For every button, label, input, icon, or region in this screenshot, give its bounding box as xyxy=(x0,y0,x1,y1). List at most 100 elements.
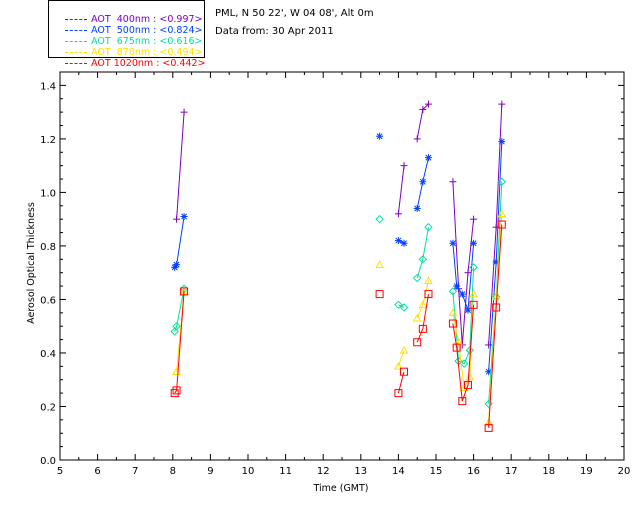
marker-shape xyxy=(469,289,478,298)
x-tick-label: 16 xyxy=(467,466,480,477)
data-point xyxy=(484,423,493,432)
legend-line-icon xyxy=(65,62,88,65)
marker-shape xyxy=(418,300,428,309)
marker-shape xyxy=(491,292,501,301)
data-point xyxy=(400,239,408,247)
series-line xyxy=(176,112,185,220)
data-point xyxy=(418,300,428,309)
data-point xyxy=(412,273,422,283)
data-point xyxy=(394,210,402,218)
marker-stroke xyxy=(395,237,402,244)
marker-shape xyxy=(497,209,507,218)
data-point xyxy=(170,389,179,398)
data-point xyxy=(491,292,501,301)
legend-label: AOT 675nm : <0.616> xyxy=(91,36,203,47)
series-aot-1020nm xyxy=(174,224,503,428)
marker-shape xyxy=(418,324,427,333)
data-point xyxy=(180,287,189,296)
data-point xyxy=(375,260,384,268)
data-point xyxy=(394,300,403,310)
data-point xyxy=(418,255,428,264)
marker-shape xyxy=(459,359,469,368)
legend-label: AOT 400nm : <0.997> xyxy=(91,14,203,25)
marker-shape xyxy=(484,423,493,432)
data-point xyxy=(424,222,433,232)
x-tick-label: 19 xyxy=(580,466,593,477)
marker-shape xyxy=(424,290,433,299)
data-point xyxy=(399,345,409,354)
marker-shape xyxy=(394,300,403,310)
data-point xyxy=(400,367,409,376)
data-point xyxy=(469,300,478,309)
y-tick-label: 1.4 xyxy=(40,81,56,92)
data-point xyxy=(458,290,466,298)
marker-stroke xyxy=(173,261,180,268)
marker-stroke xyxy=(449,240,456,247)
data-point xyxy=(413,135,421,143)
marker-stroke xyxy=(401,240,408,247)
data-point xyxy=(485,341,493,349)
marker-stroke xyxy=(376,133,383,140)
y-tick-label: 1.2 xyxy=(40,135,56,146)
data-point xyxy=(173,215,181,223)
x-tick-label: 7 xyxy=(132,466,138,477)
series-line xyxy=(397,165,405,214)
data-point xyxy=(454,337,463,346)
marker-shape xyxy=(458,397,467,406)
series-line xyxy=(416,280,429,319)
x-tick-label: 14 xyxy=(392,466,405,477)
marker-stroke xyxy=(181,213,188,220)
plot-area xyxy=(170,100,507,432)
data-point xyxy=(424,276,433,285)
series-line xyxy=(452,267,475,365)
data-point xyxy=(172,321,181,331)
data-point xyxy=(463,381,472,390)
marker-shape xyxy=(454,337,463,346)
series-line xyxy=(416,294,429,343)
data-point xyxy=(419,178,427,186)
marker-stroke xyxy=(414,205,421,212)
legend-entry-500: AOT 500nm : <0.824> xyxy=(53,14,203,36)
x-tick-label: 8 xyxy=(170,466,176,477)
x-tick-label: 5 xyxy=(57,466,63,477)
marker-stroke xyxy=(485,368,492,375)
marker-stroke xyxy=(459,291,466,298)
y-tick-label: 0.8 xyxy=(40,242,56,253)
data-point xyxy=(419,105,427,113)
marker-shape xyxy=(424,222,433,232)
data-point xyxy=(452,343,461,352)
marker-shape xyxy=(497,220,506,229)
data-point xyxy=(375,290,384,299)
legend-entry-1020: AOT 1020nm : <0.442> xyxy=(53,47,206,69)
x-tick-label: 11 xyxy=(279,466,292,477)
data-point xyxy=(459,359,469,368)
legend-label: AOT 1020nm : <0.442> xyxy=(91,58,206,69)
marker-shape xyxy=(399,303,409,312)
site-info: PML, N 50 22', W 04 08', Alt 0m xyxy=(215,8,374,19)
data-point xyxy=(448,319,457,328)
marker-shape xyxy=(375,290,384,299)
x-tick-label: 13 xyxy=(354,466,367,477)
series-line xyxy=(174,291,185,394)
legend-label: AOT 870nm : <0.494> xyxy=(91,47,203,58)
series-line xyxy=(488,181,503,404)
data-point xyxy=(449,178,457,186)
marker-shape xyxy=(172,321,181,331)
marker-shape xyxy=(172,386,181,395)
x-tick-label: 17 xyxy=(505,466,518,477)
data-point xyxy=(469,263,478,272)
legend-line-icon xyxy=(65,18,88,21)
marker-shape xyxy=(424,276,433,285)
series-aot-675nm xyxy=(174,181,503,404)
marker-shape xyxy=(170,389,179,398)
plot-frame xyxy=(59,71,625,461)
data-point xyxy=(453,282,461,290)
data-point xyxy=(469,289,478,298)
data-point xyxy=(394,389,403,398)
marker-shape xyxy=(448,308,458,317)
x-tick-label: 6 xyxy=(94,466,100,477)
marker-shape xyxy=(448,319,457,328)
legend-entry-400: AOT 400nm : <0.997> xyxy=(53,3,203,25)
data-point xyxy=(170,327,179,336)
